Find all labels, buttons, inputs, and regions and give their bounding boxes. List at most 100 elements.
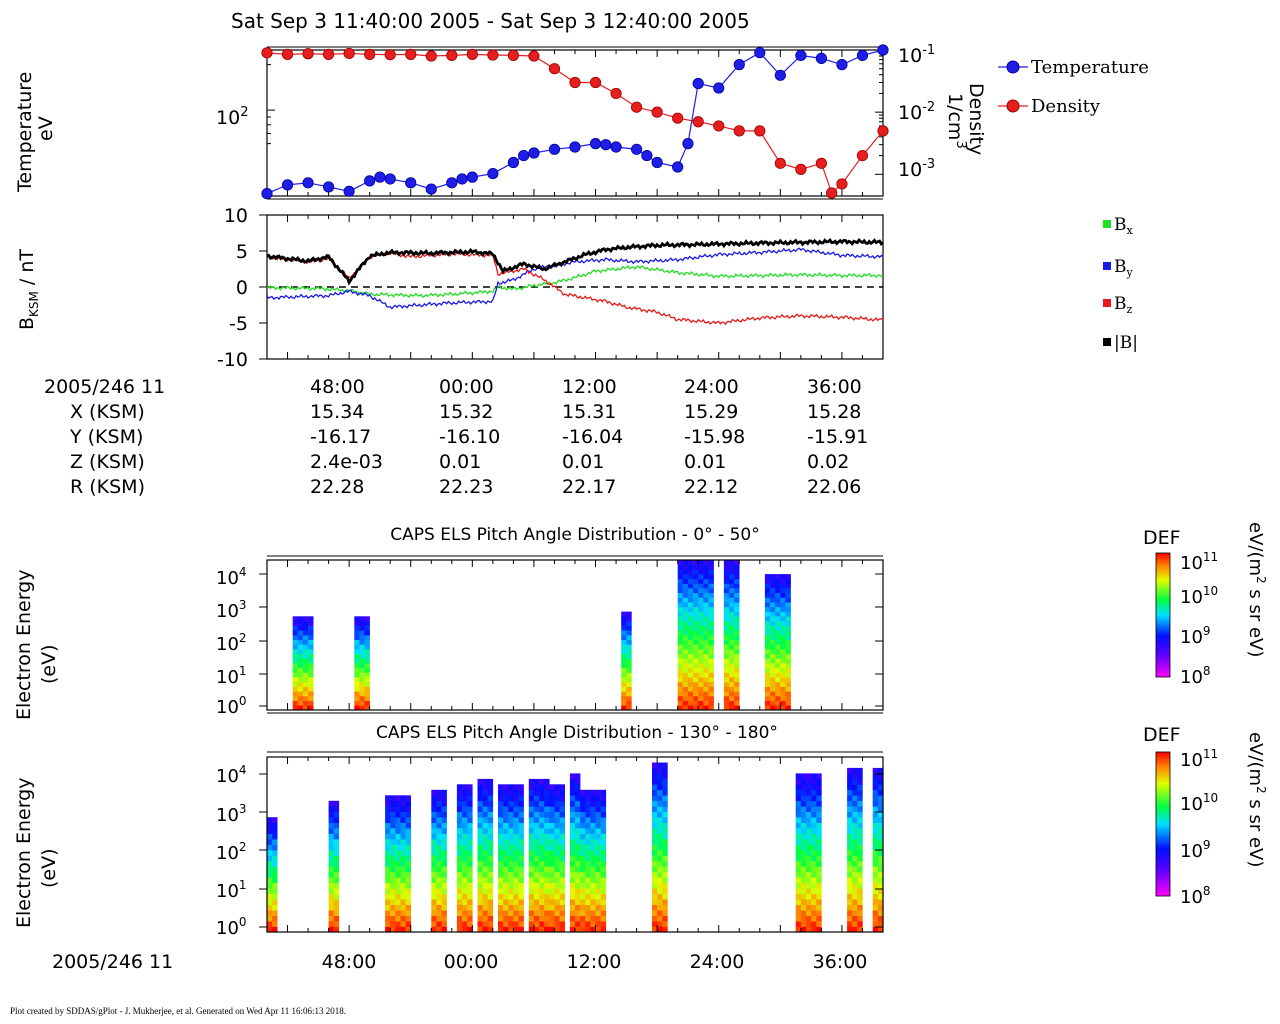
temperature-point xyxy=(600,139,612,151)
spectrogram-cell xyxy=(395,910,401,916)
spectrogram-cell xyxy=(575,926,581,933)
spectrogram-cell xyxy=(477,904,483,911)
spectrogram-cell xyxy=(477,877,483,884)
spectrogram-cell xyxy=(498,926,504,933)
spectrogram-cell xyxy=(698,602,704,608)
spectrogram-cell xyxy=(272,850,278,856)
spectrogram-cell xyxy=(652,866,658,873)
spectrogram-cell xyxy=(795,784,802,791)
spectrogram-cell xyxy=(682,639,689,645)
spectrogram-cell xyxy=(785,705,791,711)
spectrogram-cell xyxy=(775,672,781,678)
spectrogram-cell xyxy=(652,762,658,769)
spectrogram-cell xyxy=(723,705,730,711)
spectrogram-cell xyxy=(677,630,684,636)
spectrogram-cell xyxy=(575,893,581,900)
spectrogram-cell xyxy=(544,800,550,807)
spectrogram-cell xyxy=(549,784,555,791)
spectrogram-cell xyxy=(703,700,709,706)
y-tick-label: 100 xyxy=(216,694,247,718)
spectrogram-cell xyxy=(708,606,714,612)
spectrogram-cell xyxy=(657,767,663,774)
spectrogram-cell xyxy=(580,871,586,878)
spectrogram-cell xyxy=(333,839,340,845)
spectrogram-cell xyxy=(657,811,663,818)
spectrogram-cell xyxy=(770,691,776,697)
spectrogram-cell xyxy=(503,833,509,840)
spectrogram-cell xyxy=(456,893,463,900)
spectrogram-cell xyxy=(364,705,370,711)
spectrogram-cell xyxy=(590,800,596,807)
ephemeris-value: -15.91 xyxy=(807,426,869,448)
spectrogram-cell xyxy=(503,806,509,812)
spectrogram-cell xyxy=(734,616,740,622)
ephemeris-value: -16.17 xyxy=(310,426,372,448)
spectrogram-cell xyxy=(708,649,714,655)
spectrogram-cell xyxy=(795,877,802,884)
legend-bx: Bx xyxy=(1103,215,1134,237)
spectrogram-cell xyxy=(693,644,699,650)
spectrogram-cell xyxy=(800,800,807,807)
spectrogram-cell xyxy=(467,833,473,840)
spectrogram-cell xyxy=(729,695,735,701)
spectrogram-cell xyxy=(400,921,406,927)
spectrogram-cell xyxy=(441,921,447,927)
spectrogram-cell xyxy=(575,877,581,884)
y2-axis-unit: 1/cm3 xyxy=(944,93,968,149)
spectrogram-cell xyxy=(708,672,714,678)
spectrogram-cell xyxy=(687,620,694,626)
colorbar-tick: 108 xyxy=(1180,884,1211,908)
spectrogram-cell xyxy=(682,686,689,692)
spectrogram-cell xyxy=(400,910,406,916)
spectrogram-cell xyxy=(359,616,365,622)
spectrogram-cell xyxy=(467,877,473,884)
spectrogram-cell xyxy=(595,910,601,916)
spectrogram-cell xyxy=(652,839,658,845)
spectrogram-cell xyxy=(729,686,735,692)
spectrogram-cell xyxy=(585,811,591,818)
spectrogram-cell xyxy=(811,811,817,818)
spectrogram-cell xyxy=(600,860,607,867)
spectrogram-cell xyxy=(708,630,714,636)
spectrogram-cell xyxy=(441,839,447,845)
spectrogram-cell xyxy=(857,860,863,867)
spectrogram-cell xyxy=(467,888,473,895)
spectrogram-cell xyxy=(359,705,365,711)
spectrogram-cell xyxy=(354,663,360,669)
spectrogram-cell xyxy=(708,667,714,673)
spectrogram-cell xyxy=(857,926,863,933)
spectrogram-cell xyxy=(682,677,689,683)
spectrogram-cell xyxy=(549,882,555,889)
spectrogram-cell xyxy=(575,778,581,785)
spectrogram-cell xyxy=(780,611,786,617)
ephemeris-time: 36:00 xyxy=(807,376,862,398)
spectrogram-cell xyxy=(580,806,586,812)
spectrogram-cell xyxy=(703,663,709,669)
spectrogram-cell xyxy=(600,844,607,851)
density-point xyxy=(281,48,294,60)
spectrogram-cell xyxy=(662,860,668,867)
spectrogram-cell xyxy=(482,850,488,856)
spectrogram-cell xyxy=(482,893,488,900)
spectrogram-cell xyxy=(800,860,807,867)
spectrogram-cell xyxy=(513,806,519,812)
spectrogram-cell xyxy=(872,828,879,834)
spectrogram-cell xyxy=(734,606,740,612)
spectrogram-cell xyxy=(441,811,447,818)
spectrogram-cell xyxy=(734,592,740,598)
spectrogram-cell xyxy=(723,695,730,701)
spectrogram-cell xyxy=(780,672,786,678)
spectrogram-cell xyxy=(775,597,781,603)
spectrogram-cell xyxy=(682,606,689,612)
spectrogram-cell xyxy=(872,822,879,829)
colorbar-tick: 1010 xyxy=(1180,584,1218,608)
density-point xyxy=(651,106,663,118)
spectrogram-cell xyxy=(780,597,786,603)
spectrogram-cell xyxy=(441,828,447,834)
spectrogram-cell xyxy=(405,855,411,862)
spectrogram-cell xyxy=(549,866,555,873)
colorbar-tick: 1011 xyxy=(1180,550,1218,574)
spectrogram-cell xyxy=(595,833,601,840)
spectrogram-cell xyxy=(328,822,334,829)
spectrogram-cell xyxy=(734,630,740,636)
